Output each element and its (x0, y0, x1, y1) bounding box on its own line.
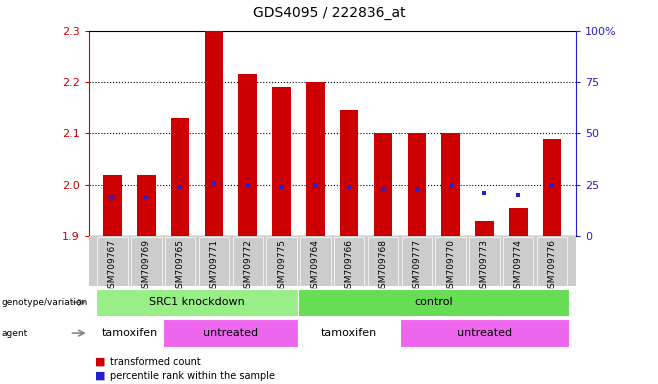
FancyBboxPatch shape (503, 237, 534, 286)
FancyBboxPatch shape (95, 289, 299, 316)
Bar (407, 133, 426, 236)
Bar (442, 133, 460, 236)
FancyBboxPatch shape (300, 237, 330, 286)
Text: GSM709775: GSM709775 (277, 239, 286, 294)
Text: tamoxifen: tamoxifen (101, 328, 157, 338)
Text: GSM709772: GSM709772 (243, 239, 252, 293)
FancyBboxPatch shape (266, 237, 297, 286)
Bar (272, 87, 291, 236)
Text: GSM709774: GSM709774 (514, 239, 522, 293)
Text: GSM709768: GSM709768 (378, 239, 388, 294)
FancyBboxPatch shape (469, 237, 499, 286)
Text: genotype/variation: genotype/variation (1, 298, 88, 307)
FancyBboxPatch shape (97, 237, 128, 286)
Text: GSM709777: GSM709777 (413, 239, 421, 294)
Bar (171, 118, 190, 236)
Text: ■: ■ (95, 357, 106, 367)
Text: GSM709770: GSM709770 (446, 239, 455, 294)
Bar (475, 221, 494, 236)
Bar (103, 174, 122, 236)
Text: agent: agent (1, 329, 28, 338)
FancyBboxPatch shape (401, 237, 432, 286)
Text: GSM709765: GSM709765 (176, 239, 185, 294)
Text: control: control (415, 297, 453, 308)
FancyBboxPatch shape (436, 237, 466, 286)
FancyBboxPatch shape (199, 237, 229, 286)
Text: GSM709773: GSM709773 (480, 239, 489, 294)
Bar (205, 31, 223, 236)
Text: transformed count: transformed count (110, 357, 201, 367)
Bar (306, 82, 324, 236)
Text: GSM709764: GSM709764 (311, 239, 320, 293)
Text: untreated: untreated (203, 328, 259, 338)
FancyBboxPatch shape (163, 319, 299, 347)
Bar (340, 110, 359, 236)
Text: tamoxifen: tamoxifen (321, 328, 377, 338)
FancyBboxPatch shape (537, 237, 567, 286)
Text: percentile rank within the sample: percentile rank within the sample (110, 371, 275, 381)
FancyBboxPatch shape (165, 237, 195, 286)
FancyBboxPatch shape (299, 319, 400, 347)
Text: GSM709767: GSM709767 (108, 239, 117, 294)
FancyBboxPatch shape (368, 237, 398, 286)
Text: SRC1 knockdown: SRC1 knockdown (149, 297, 245, 308)
FancyBboxPatch shape (334, 237, 365, 286)
FancyBboxPatch shape (299, 289, 569, 316)
Bar (137, 174, 155, 236)
FancyBboxPatch shape (131, 237, 161, 286)
FancyBboxPatch shape (95, 319, 163, 347)
Bar (509, 208, 528, 236)
FancyBboxPatch shape (232, 237, 263, 286)
Text: GDS4095 / 222836_at: GDS4095 / 222836_at (253, 7, 405, 20)
Text: ■: ■ (95, 371, 106, 381)
FancyBboxPatch shape (400, 319, 569, 347)
Text: untreated: untreated (457, 328, 512, 338)
Text: GSM709766: GSM709766 (345, 239, 354, 294)
Bar (238, 74, 257, 236)
Bar (374, 133, 392, 236)
Text: GSM709771: GSM709771 (209, 239, 218, 294)
Bar (543, 139, 561, 236)
Text: GSM709769: GSM709769 (142, 239, 151, 294)
Text: GSM709776: GSM709776 (547, 239, 557, 294)
